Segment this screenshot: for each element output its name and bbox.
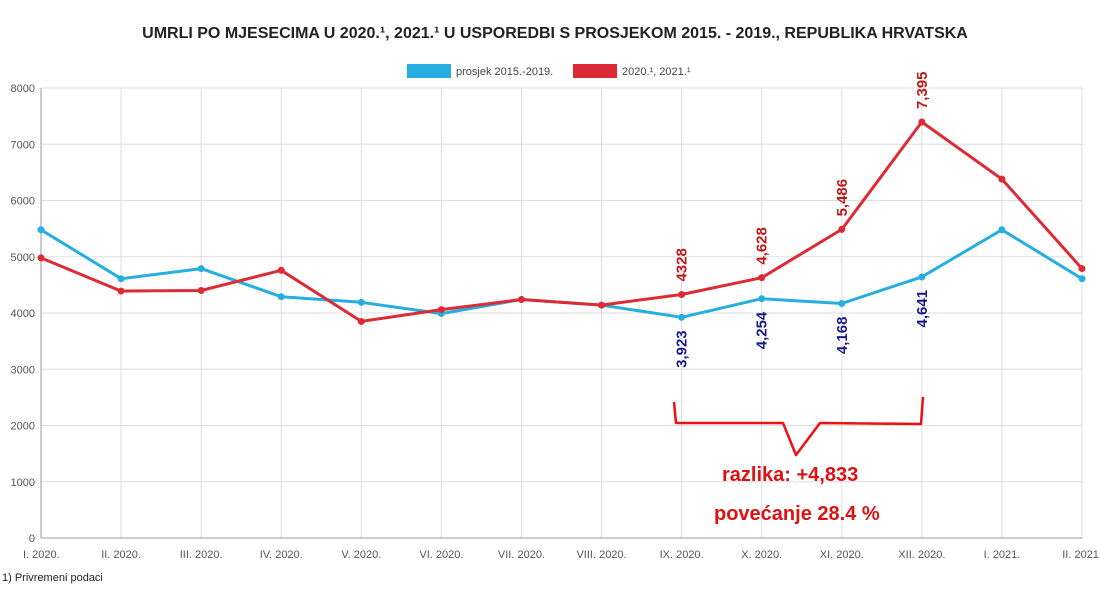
x-tick-label: VII. 2020. [498, 549, 545, 561]
legend-swatch-2020-2021 [573, 64, 617, 78]
x-tick-label: I. 2021. [984, 549, 1021, 561]
legend-label-average: prosjek 2015.-2019. [456, 66, 553, 78]
x-tick-label: X. 2020. [741, 549, 782, 561]
data-labels: 3,923 4,254 4,168 4,641 4328 4,628 5,486 7,395 [674, 71, 931, 367]
legend: prosjek 2015.-2019. 2020.¹, 2021.¹ [407, 64, 691, 78]
x-tick-label: XII. 2020. [898, 549, 945, 561]
x-axis: I. 2020. II. 2020. III. 2020. IV. 2020. V. 2… [23, 549, 1100, 561]
series-1-point [117, 287, 125, 295]
y-tick-label: 2000 [11, 421, 35, 433]
series-1-point [277, 266, 285, 274]
y-tick-label: 8000 [11, 83, 35, 95]
y-tick-label: 1000 [11, 477, 35, 489]
series-1-point [998, 175, 1006, 183]
series-1-point [437, 306, 445, 314]
series-0-point [357, 298, 365, 306]
x-tick-label: IV. 2020. [260, 549, 303, 561]
avg-data-label: 4,641 [914, 290, 931, 328]
x-tick-label: V. 2020. [341, 549, 381, 561]
series-1-point [197, 287, 205, 294]
x-tick-label: III. 2020. [180, 549, 223, 561]
series-0-point [758, 295, 766, 303]
series-0-point [838, 300, 846, 308]
legend-swatch-average [407, 64, 451, 78]
current-data-label: 5,486 [834, 179, 851, 217]
x-tick-label: XI. 2020. [820, 549, 864, 561]
current-data-label: 7,395 [914, 71, 931, 109]
y-tick-label: 7000 [11, 139, 35, 151]
avg-data-label: 4,168 [834, 317, 851, 355]
footnote: 1) Privremeni podaci [2, 572, 103, 584]
series-1-point [37, 254, 45, 262]
y-tick-label: 6000 [11, 196, 35, 208]
y-tick-label: 3000 [11, 364, 35, 376]
avg-data-label: 4,254 [754, 311, 771, 349]
x-tick-label: II. 2020. [101, 549, 141, 561]
avg-data-label: 3,923 [674, 330, 691, 368]
grid [40, 87, 1083, 539]
series-1-point [598, 301, 606, 309]
chart-title: UMRLI PO MJESECIMA U 2020.¹, 2021.¹ U US… [142, 25, 968, 42]
series-0-point [918, 273, 926, 281]
series-0-point [197, 265, 205, 273]
y-tick-label: 0 [29, 533, 35, 545]
series-1-point [1078, 265, 1086, 273]
y-tick-label: 5000 [11, 252, 35, 264]
x-tick-label: VI. 2020. [419, 549, 463, 561]
legend-label-2020-2021: 2020.¹, 2021.¹ [622, 66, 691, 78]
series-0-point [117, 275, 125, 283]
series-1-point [357, 317, 365, 325]
series-line-1 [40, 120, 1084, 323]
difference-annotation: razlika: +4,833 [722, 464, 858, 486]
series-0-point [998, 226, 1006, 234]
difference-bracket [672, 396, 925, 457]
x-tick-label: IX. 2020. [660, 549, 704, 561]
y-tick-label: 4000 [11, 308, 35, 320]
x-tick-label: VIII. 2020. [576, 549, 626, 561]
series [37, 118, 1086, 325]
increase-annotation: povećanje 28.4 % [714, 503, 880, 525]
series-1-point [758, 274, 766, 282]
x-tick-label: I. 2020. [23, 549, 60, 561]
bracket-line [672, 396, 925, 457]
series-0-point [277, 293, 285, 301]
x-tick-label: II. 2021. [1062, 549, 1100, 561]
series-0-point [1078, 275, 1086, 283]
series-0-point [678, 313, 686, 321]
series-1-point [678, 291, 686, 299]
series-1-point [918, 118, 926, 126]
current-data-label: 4,628 [754, 227, 771, 265]
series-1-point [838, 225, 846, 233]
series-0-point [37, 226, 45, 234]
y-axis: 0 1000 2000 3000 4000 5000 6000 7000 8000 [11, 83, 35, 545]
current-data-label: 4328 [674, 248, 691, 281]
series-1-point [517, 296, 525, 303]
